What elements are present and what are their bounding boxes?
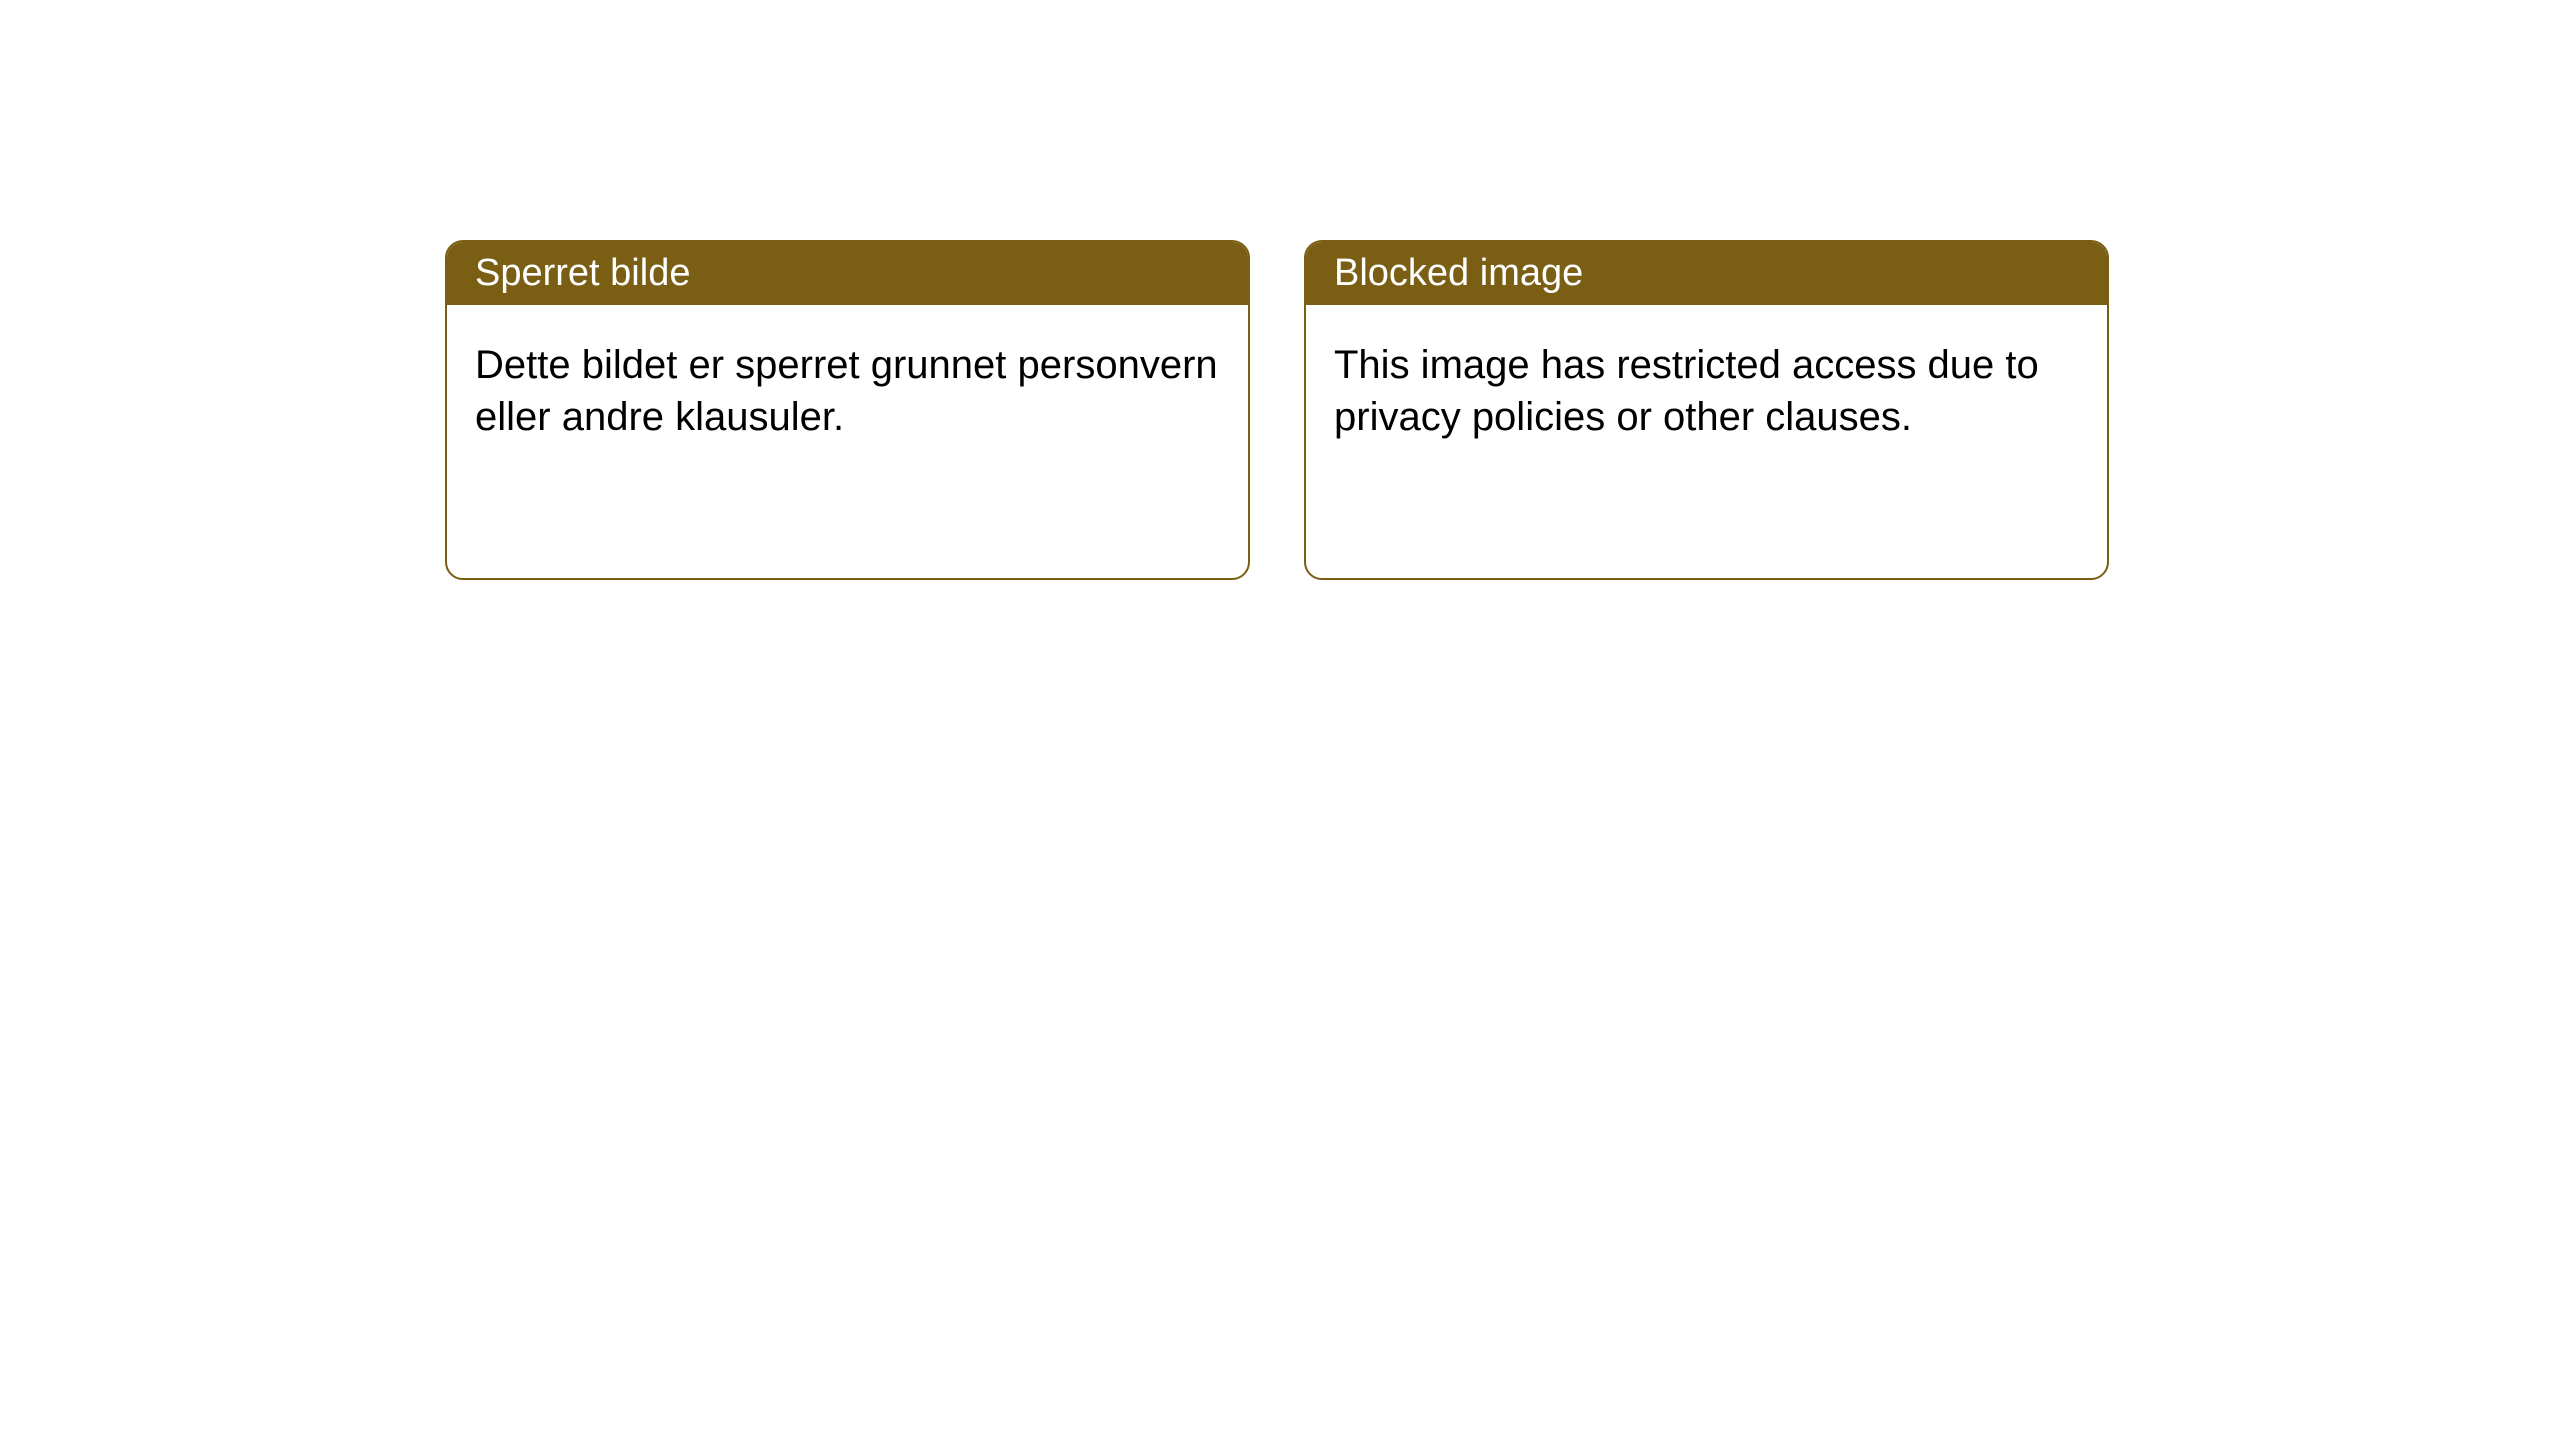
- notice-container: Sperret bilde Dette bildet er sperret gr…: [0, 0, 2560, 580]
- notice-body: This image has restricted access due to …: [1306, 305, 2107, 477]
- notice-card-english: Blocked image This image has restricted …: [1304, 240, 2109, 580]
- notice-title: Sperret bilde: [447, 242, 1248, 305]
- notice-body: Dette bildet er sperret grunnet personve…: [447, 305, 1248, 477]
- notice-card-norwegian: Sperret bilde Dette bildet er sperret gr…: [445, 240, 1250, 580]
- notice-title: Blocked image: [1306, 242, 2107, 305]
